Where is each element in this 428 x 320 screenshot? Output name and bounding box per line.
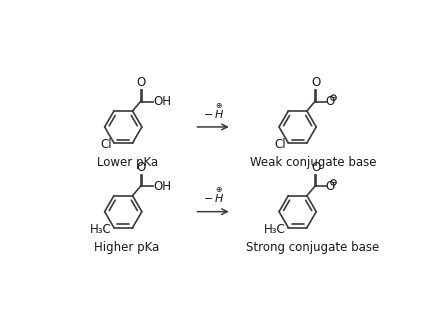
Text: Lower pKa: Lower pKa [97,156,158,169]
Text: O: O [311,161,320,174]
Text: Cl: Cl [100,138,112,151]
Text: OH: OH [154,180,172,193]
Text: O: O [326,95,335,108]
Text: $-\,\overset{\oplus}{H}$: $-\,\overset{\oplus}{H}$ [202,102,224,121]
Text: OH: OH [154,95,172,108]
Text: Strong conjugate base: Strong conjugate base [247,241,380,254]
Text: Weak conjugate base: Weak conjugate base [250,156,376,169]
Text: $-\,\overset{\oplus}{H}$: $-\,\overset{\oplus}{H}$ [202,186,224,205]
Text: O: O [326,180,335,193]
Text: O: O [311,76,320,89]
Text: −: − [330,178,337,187]
Text: H₃C: H₃C [90,223,112,236]
Text: Cl: Cl [274,138,286,151]
Text: H₃C: H₃C [264,223,286,236]
Text: −: − [330,93,337,102]
Text: Higher pKa: Higher pKa [95,241,160,254]
Text: O: O [137,161,146,174]
Text: O: O [137,76,146,89]
